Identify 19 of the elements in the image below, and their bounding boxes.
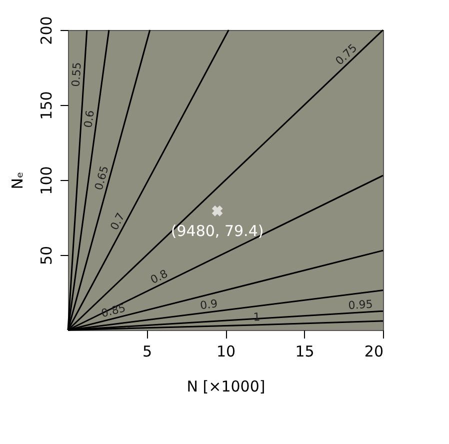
y-axis-title: Nₑ	[8, 172, 26, 190]
x-tick-label: 5	[142, 342, 152, 360]
text: 0.85	[100, 302, 127, 320]
x-tick-label: 20	[364, 342, 384, 360]
y-tick-label: 200	[38, 16, 56, 45]
text: 0.55	[69, 62, 84, 88]
text: 0.65	[92, 164, 112, 192]
x-axis-title: N [×1000]	[186, 378, 266, 396]
y-tick-label: 100	[38, 166, 56, 195]
series-label: 0.95	[348, 298, 374, 312]
y-tick-label: 50	[38, 246, 56, 266]
text: 0.9	[199, 297, 218, 312]
text: 0.8	[148, 267, 170, 287]
text: 0.6	[82, 109, 97, 129]
y-tick-label: 150	[38, 91, 56, 120]
text: 0.7	[108, 210, 128, 232]
x-tick-label: 10	[216, 342, 236, 360]
x-tick-label: 15	[295, 342, 314, 360]
annotation: (9480, 79.4)	[170, 222, 264, 240]
